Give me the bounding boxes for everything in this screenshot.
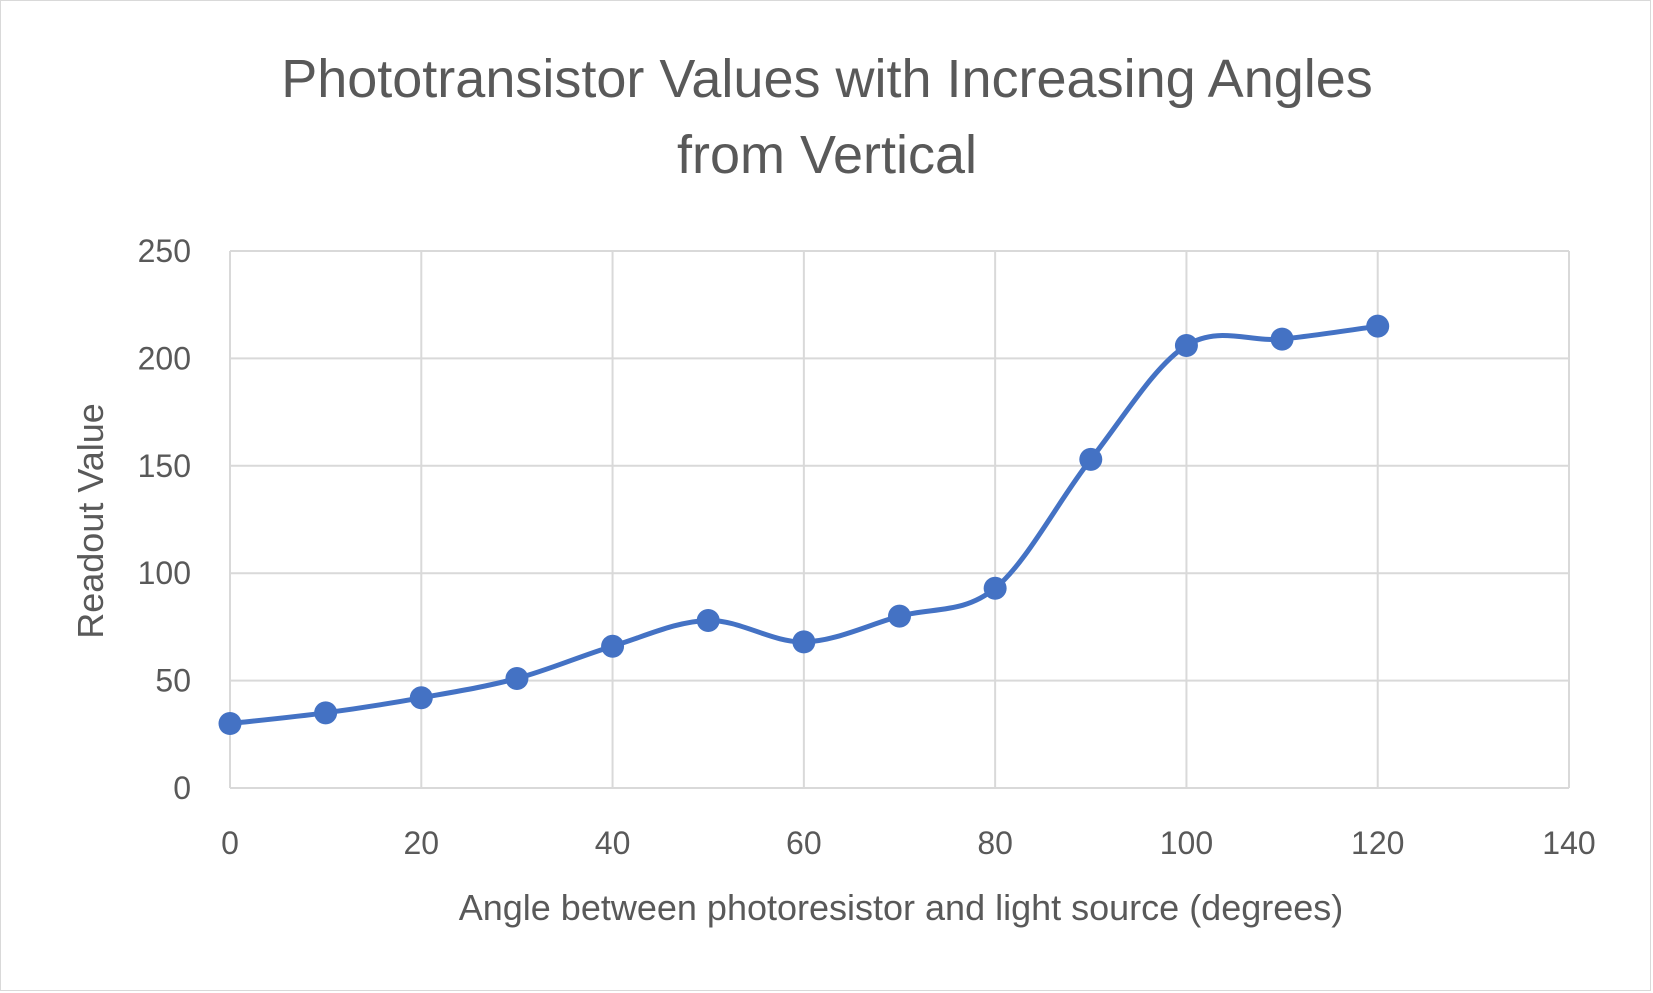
data-point [505,666,529,690]
data-point [1174,334,1198,358]
y-tick-label: 250 [138,233,191,269]
x-tick-label: 0 [221,825,239,861]
data-point [1079,447,1103,471]
chart-title-line-2: from Vertical [677,125,977,185]
data-point [218,712,242,736]
data-point [696,608,720,632]
data-points [218,314,1390,736]
data-point [983,576,1007,600]
y-tick-label: 100 [138,555,191,591]
x-tick-labels: 0 20 40 60 80 100 120 140 [221,825,1596,861]
chart-title: Phototransistor Values with Increasing A… [281,49,1373,185]
chart-title-line-1: Phototransistor Values with Increasing A… [281,49,1373,109]
y-tick-label: 200 [138,340,191,376]
data-point [601,634,625,658]
y-tick-label: 50 [155,663,191,699]
x-tick-label: 140 [1542,825,1595,861]
data-point [409,686,433,710]
y-axis-title: Readout Value [70,403,111,639]
data-point [314,701,338,725]
data-point [1270,327,1294,351]
data-point [888,604,911,628]
data-point [1366,314,1390,338]
x-tick-label: 40 [595,825,631,861]
x-tick-label: 100 [1160,825,1213,861]
x-tick-label: 60 [786,825,822,861]
x-tick-label: 120 [1351,825,1404,861]
x-axis-title: Angle between photoresistor and light so… [459,887,1344,928]
y-tick-label: 0 [173,770,191,806]
y-tick-labels: 0 50 100 150 200 250 [138,233,191,806]
data-point [792,630,816,654]
x-tick-label: 20 [403,825,439,861]
y-tick-label: 150 [138,448,191,484]
x-tick-label: 80 [977,825,1013,861]
